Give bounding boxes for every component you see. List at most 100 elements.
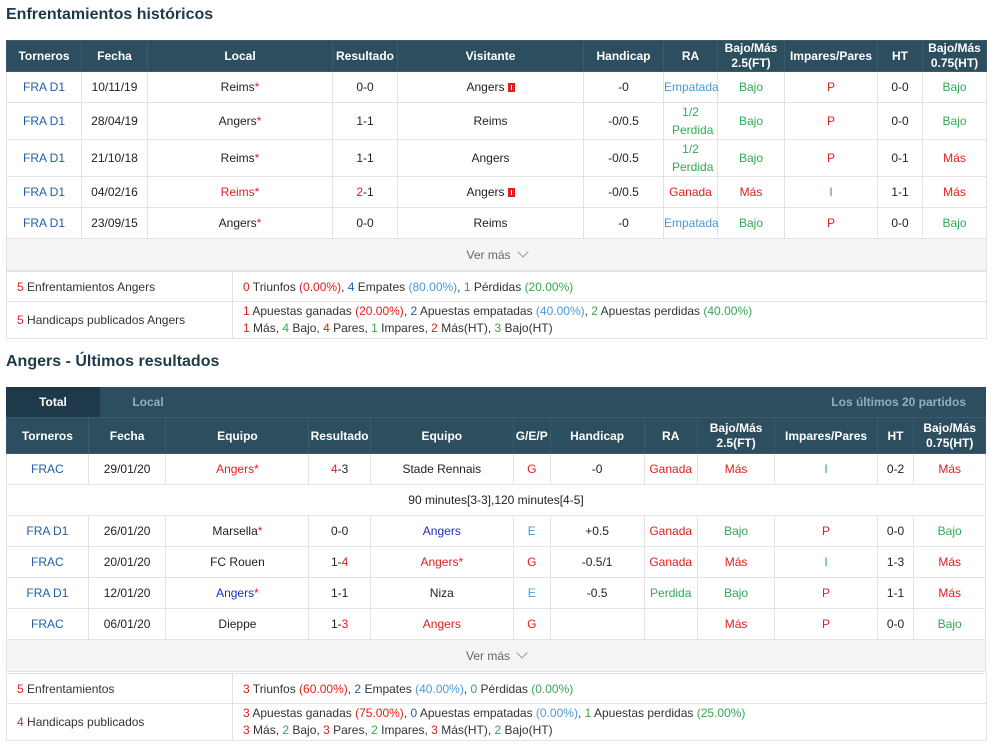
gep-result: G	[512, 453, 551, 485]
mas-ht-text: Más(HT),	[437, 723, 495, 737]
odd-even-result: P	[774, 608, 878, 640]
last-20-matches-selector[interactable]: Los últimos 20 partidos	[831, 395, 966, 409]
impares-text: Impares,	[377, 321, 432, 335]
away-team[interactable]: Niza	[369, 577, 514, 609]
score-away: 1	[367, 185, 374, 199]
handicap-value: -0	[583, 207, 664, 239]
match-score[interactable]: 0-0	[308, 515, 371, 547]
bets-line: 1 Apuestas ganadas (20.00%), 2 Apuestas …	[243, 304, 753, 318]
score-separator: -	[363, 151, 367, 165]
league-link[interactable]: FRA D1	[6, 515, 89, 547]
summary-label: 4 Handicaps publicados	[6, 703, 233, 741]
match-score[interactable]: 1-4	[308, 546, 371, 578]
odd-even-result: P	[784, 71, 878, 103]
league-link[interactable]: FRAC	[6, 546, 89, 578]
league-link[interactable]: FRA D1	[6, 577, 89, 609]
away-team[interactable]: Angers	[397, 71, 584, 103]
score-separator: -	[337, 617, 342, 631]
handicap-value: +0.5	[549, 515, 645, 547]
bets-draw-pct: (40.00%)	[535, 304, 585, 318]
away-team[interactable]: Angers	[369, 515, 514, 547]
home-team[interactable]: Angers*	[165, 453, 310, 485]
ver-mas-button[interactable]: Ver más	[6, 238, 987, 271]
match-score[interactable]: 2-1	[332, 176, 398, 208]
team-name: Reims	[473, 216, 508, 230]
away-team[interactable]: Reims	[397, 102, 584, 140]
tab-local[interactable]: Local	[132, 395, 164, 409]
summary-label-text: Handicaps publicados	[23, 715, 145, 729]
table-row: FRA D1 23/09/15 Angers* 0-0 Reims -0 Emp…	[6, 207, 987, 239]
mas-text: Más,	[249, 723, 283, 737]
away-team[interactable]: Angers	[397, 139, 584, 177]
league-link[interactable]: FRA D1	[6, 176, 82, 208]
away-team[interactable]: Reims	[397, 207, 584, 239]
ou-result: Más	[696, 608, 776, 640]
league-link[interactable]: FRA D1	[6, 71, 82, 103]
odd-even-result: P	[784, 102, 878, 140]
col-header: Fecha	[81, 40, 148, 72]
mas-count: 3	[243, 723, 250, 737]
match-score[interactable]: 1-1	[332, 139, 398, 177]
league-link[interactable]: FRA D1	[6, 102, 82, 140]
col-header: Local	[147, 40, 333, 72]
league-link[interactable]: FRAC	[6, 453, 89, 485]
pares-count: 4	[323, 321, 330, 335]
match-score[interactable]: 1-3	[308, 608, 371, 640]
score-separator: -	[337, 524, 342, 538]
col-header: RA	[643, 417, 698, 454]
team-name: Angers	[218, 216, 257, 230]
home-star-icon: *	[458, 555, 464, 569]
ou75-result: Bajo	[913, 515, 986, 547]
ou-line: 1 Más, 4 Bajo, 4 Pares, 1 Impares, 2 Más…	[243, 320, 976, 337]
away-team[interactable]: Angers	[397, 176, 584, 208]
bets-lost-count: 2	[591, 304, 598, 318]
match-score[interactable]: 1-1	[308, 577, 371, 609]
home-team[interactable]: Angers*	[147, 207, 333, 239]
home-team[interactable]: FC Rouen	[165, 546, 310, 578]
ra-result: Empatada	[663, 207, 719, 239]
bets-draw-count: 2	[410, 304, 418, 318]
league-link[interactable]: FRA D1	[6, 139, 82, 177]
ver-mas-button[interactable]: Ver más	[6, 639, 986, 672]
table-row: FRA D1 26/01/20 Marsella* 0-0 Angers E +…	[6, 515, 986, 547]
handicap-value: -0	[583, 71, 664, 103]
league-link[interactable]: FRA D1	[6, 207, 82, 239]
odd-even-result: I	[784, 176, 878, 208]
draws-text: Empates	[361, 681, 416, 696]
score-home: 2	[356, 185, 363, 199]
home-team[interactable]: Angers*	[165, 577, 310, 609]
ou75-result: Más	[913, 546, 986, 578]
col-header: Torneros	[6, 417, 89, 454]
away-team[interactable]: Angers	[369, 608, 514, 640]
handicap-value: -0.5/1	[549, 546, 645, 578]
match-score[interactable]: 1-1	[332, 102, 398, 140]
match-score[interactable]: 4-3	[308, 453, 371, 485]
home-team[interactable]: Reims*	[147, 71, 333, 103]
score-home: 1	[330, 555, 338, 569]
team-name: Angers	[420, 555, 459, 569]
home-team[interactable]: Reims*	[147, 139, 333, 177]
match-date: 26/01/20	[87, 515, 167, 547]
score-home: 1	[356, 114, 363, 128]
ht-score: 0-1	[877, 139, 923, 177]
tab-total[interactable]: Total	[6, 387, 100, 417]
home-team[interactable]: Reims*	[147, 176, 333, 208]
home-team[interactable]: Dieppe	[165, 608, 310, 640]
match-score[interactable]: 0-0	[332, 207, 398, 239]
away-team[interactable]: Angers*	[369, 546, 514, 578]
league-link[interactable]: FRAC	[6, 608, 89, 640]
chevron-down-icon	[516, 646, 528, 659]
home-team[interactable]: Marsella*	[165, 515, 310, 547]
bets-lost-pct: (25.00%)	[696, 706, 746, 720]
away-team[interactable]: Stade Rennais	[369, 453, 514, 485]
summary-values: 3 Triunfos (60.00%), 2 Empates (40.00%),…	[232, 673, 987, 704]
home-star-icon: *	[256, 216, 262, 230]
ra-result: Ganada	[643, 453, 698, 485]
score-home: 1	[356, 151, 363, 165]
match-score[interactable]: 0-0	[332, 71, 398, 103]
summary-count: 5	[17, 313, 24, 327]
home-team[interactable]: Angers*	[147, 102, 333, 140]
draws-pct: (40.00%)	[415, 681, 464, 696]
last-summary-table: 5 Enfrentamientos 3 Triunfos (60.00%), 2…	[6, 673, 987, 741]
team-name: Angers	[471, 151, 510, 165]
